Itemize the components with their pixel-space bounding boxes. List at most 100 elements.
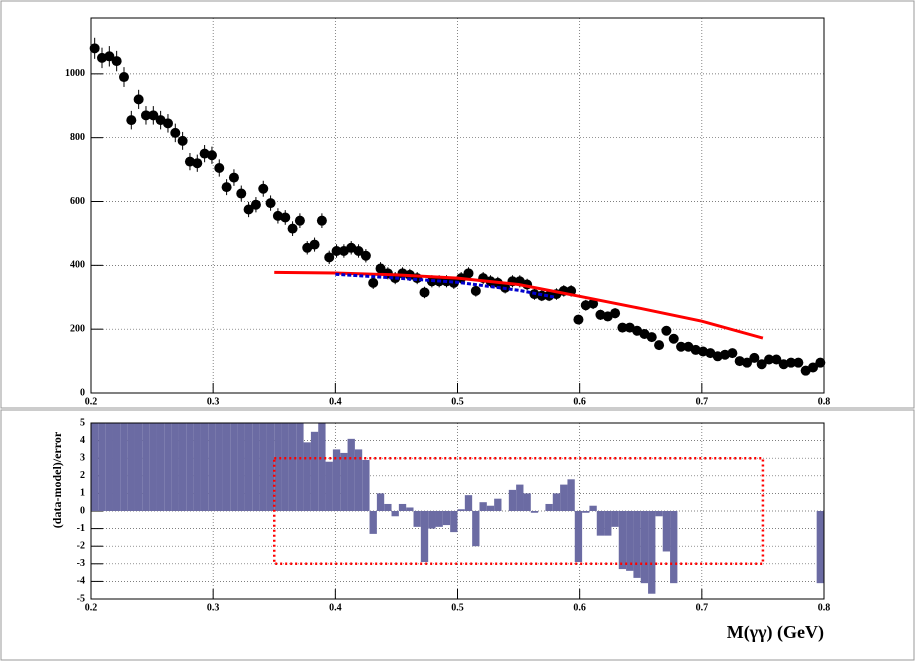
residual-bar [479, 502, 487, 511]
residual-bar [640, 511, 649, 584]
y-tick-label: 0 [80, 387, 85, 398]
residual-bar [288, 423, 297, 511]
x-tick-label: 0.8 [818, 396, 831, 407]
residual-bar [486, 505, 495, 511]
residual-bar [457, 509, 465, 511]
residual-bar [428, 511, 436, 529]
data-point [617, 322, 628, 333]
residual-bar [237, 423, 245, 511]
residual-bar [464, 495, 473, 511]
data-point [808, 362, 819, 373]
data-point [756, 359, 767, 370]
data-point [162, 118, 173, 129]
data-point [668, 333, 679, 344]
residual-bar [296, 423, 304, 511]
fit-line [335, 272, 556, 299]
residual-bar [281, 423, 289, 511]
residual-bar [582, 511, 590, 513]
residual-bar [633, 511, 641, 578]
data-point [316, 215, 327, 226]
residual-bar [362, 459, 370, 511]
data-point [815, 357, 826, 368]
residual-bar [450, 511, 458, 533]
residual-bar [156, 423, 165, 511]
data-point [331, 245, 342, 256]
y-tick-label: 4 [80, 435, 85, 446]
residual-bar [310, 431, 319, 511]
x-axis-label: M(γγ) (GeV) [727, 622, 824, 643]
x-tick-label: 0.3 [207, 602, 220, 613]
residual-bar [376, 493, 385, 511]
residual-bar [332, 449, 341, 511]
residual-bar [494, 498, 502, 511]
residual-bar [112, 423, 121, 511]
residual-bar [318, 423, 326, 511]
data-point [206, 150, 217, 161]
residual-bar [816, 511, 824, 584]
residual-bar [171, 423, 179, 511]
data-point [228, 172, 239, 183]
data-point [771, 354, 782, 365]
residual-bar [274, 423, 282, 511]
residual-bar [252, 423, 260, 511]
residual-bar [662, 511, 671, 552]
residual-bar [91, 423, 99, 511]
data-point [170, 127, 181, 138]
data-point [646, 332, 657, 343]
residual-bar [523, 493, 531, 511]
data-point [89, 43, 100, 54]
residual-bar [230, 423, 238, 511]
data-point [258, 183, 269, 194]
residual-bar [193, 423, 201, 511]
residual-bar [215, 423, 223, 511]
residual-bar [589, 505, 597, 511]
residual-bar [98, 423, 106, 511]
data-point [111, 56, 122, 67]
y-tick-label: -2 [77, 540, 85, 551]
residual-bar [369, 511, 377, 534]
x-tick-label: 0.2 [85, 396, 98, 407]
residual-bar [105, 423, 113, 511]
data-point [588, 298, 599, 309]
y-tick-label: 2 [80, 470, 85, 481]
data-point [287, 223, 298, 234]
data-point [265, 198, 276, 209]
y-tick-label: -5 [77, 593, 85, 604]
x-tick-label: 0.4 [329, 602, 342, 613]
y-tick-label: 800 [70, 132, 85, 143]
residual-bar [178, 423, 187, 511]
y-tick-label: 200 [70, 323, 85, 334]
residual-bar [384, 503, 392, 511]
data-point [463, 268, 474, 279]
data-point [661, 325, 672, 336]
residual-bar [508, 489, 517, 511]
residual-bar [516, 484, 524, 511]
residual-bar [222, 423, 231, 511]
residual-bar [560, 484, 568, 511]
data-point [654, 340, 665, 351]
x-tick-label: 0.6 [573, 396, 586, 407]
fit-line [274, 270, 764, 340]
y-axis-label: (data-model)/error [50, 431, 64, 528]
residual-bar [413, 511, 421, 527]
data-point [192, 158, 203, 169]
data-point [470, 285, 481, 296]
data-point [148, 110, 159, 121]
residual-bar [618, 511, 627, 570]
data-point [104, 51, 115, 62]
data-point [118, 72, 129, 83]
residual-bar [398, 503, 407, 511]
frame [90, 422, 825, 600]
residual-bar [325, 461, 333, 511]
residual-bar [142, 423, 150, 511]
data-point [676, 341, 687, 352]
data-point [126, 115, 137, 126]
y-tick-label: -3 [77, 558, 85, 569]
y-tick-label: -4 [77, 576, 85, 587]
residual-bar [648, 511, 656, 594]
x-tick-label: 0.3 [207, 396, 220, 407]
data-point [375, 263, 386, 274]
residual-bar [626, 511, 634, 571]
y-tick-label: 0 [80, 505, 85, 516]
x-tick-label: 0.8 [818, 602, 831, 613]
